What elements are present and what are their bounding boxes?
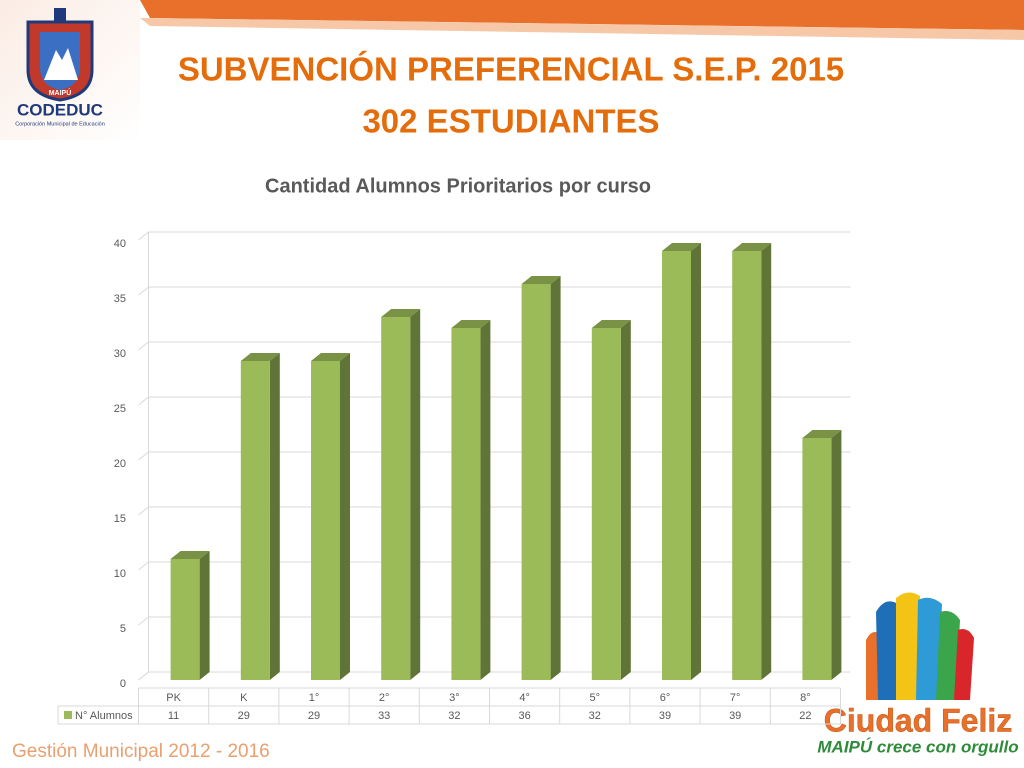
bar-top xyxy=(381,309,421,317)
table-value: 32 xyxy=(448,710,460,722)
bar xyxy=(240,361,270,680)
bar-top xyxy=(170,551,210,559)
x-tick-label: 7° xyxy=(730,692,741,704)
bar-top xyxy=(311,353,350,361)
y-tick-label: 0 xyxy=(120,678,126,690)
grid-line-side xyxy=(138,561,149,571)
table-value: 22 xyxy=(799,710,811,722)
bar-top xyxy=(240,353,280,361)
logo-subtext: Corporación Municipal de Educación xyxy=(15,121,105,127)
bar xyxy=(662,251,691,680)
bar-side xyxy=(620,320,631,680)
x-tick-label: 2° xyxy=(379,692,390,704)
grid-line-side xyxy=(138,506,149,516)
x-tick-label: 3° xyxy=(449,692,460,704)
x-tick-label: 6° xyxy=(660,692,671,704)
bar-side xyxy=(269,353,280,680)
bar xyxy=(170,559,200,680)
bar xyxy=(521,284,551,680)
bar xyxy=(802,438,832,680)
x-tick-label: 1° xyxy=(309,692,320,704)
grid-line-side xyxy=(138,286,149,296)
bar xyxy=(591,328,621,680)
chart: 0 5 10 15 20 25 30 35 40 N° Alumnos 11 29 29 33 32 36 32… xyxy=(57,231,851,725)
grid-line-side xyxy=(138,396,149,406)
bar-side xyxy=(550,276,561,680)
grid-line-side xyxy=(138,671,149,681)
table-value: 29 xyxy=(238,710,250,722)
brand-name: Ciudad Feliz xyxy=(824,702,1012,738)
bar-side xyxy=(691,243,701,680)
bar-side xyxy=(199,551,210,680)
y-tick-label: 35 xyxy=(114,293,126,305)
table-value: 39 xyxy=(659,710,671,722)
bar-side xyxy=(410,309,421,680)
bar xyxy=(311,361,340,680)
table-value: 11 xyxy=(168,710,179,722)
legend-swatch xyxy=(64,711,72,719)
y-tick-label: 40 xyxy=(114,238,126,250)
x-tick-label: PK xyxy=(166,692,181,704)
bar-side xyxy=(831,430,842,680)
chart-title: Cantidad Alumnos Prioritarios por curso xyxy=(265,175,651,197)
grid-line-side xyxy=(138,341,149,351)
grid-line-side xyxy=(138,616,149,626)
table-value: 33 xyxy=(378,710,390,722)
y-tick-label: 15 xyxy=(114,513,126,525)
top-stripe xyxy=(140,0,1024,30)
table-value: 29 xyxy=(308,710,320,722)
table-value: 39 xyxy=(729,710,741,722)
table-value: 32 xyxy=(589,710,601,722)
bar-top xyxy=(732,243,772,251)
bar xyxy=(732,251,762,680)
bar-side xyxy=(480,320,491,680)
bar-top xyxy=(451,320,491,328)
footer: Gestión Municipal 2012 - 2016 xyxy=(12,741,270,762)
x-tick-label: K xyxy=(240,692,248,704)
bar-side xyxy=(340,353,350,680)
brand-logo xyxy=(866,592,974,700)
y-tick-label: 20 xyxy=(114,458,126,470)
bar-top xyxy=(521,276,561,284)
crest-text: MAIPÚ xyxy=(49,88,72,97)
logo-text: CODEDUC xyxy=(17,100,103,119)
slide-title: SUBVENCIÓN PREFERENCIAL S.E.P. 2015 xyxy=(178,51,844,88)
table-value: 36 xyxy=(518,710,530,722)
x-tick-label: 8° xyxy=(800,692,811,704)
bar-top xyxy=(802,430,842,438)
slide-subtitle: 302 ESTUDIANTES xyxy=(362,103,659,140)
grid-line-side xyxy=(138,451,149,461)
y-tick-label: 5 xyxy=(120,623,126,635)
brand-slogan: MAIPÚ crece con orgullo xyxy=(817,737,1018,756)
x-tick-label: 4° xyxy=(519,692,530,704)
crest: MAIPÚ xyxy=(26,8,94,102)
y-tick-label: 30 xyxy=(114,348,126,360)
grid-line-side xyxy=(138,231,149,241)
y-tick-label: 10 xyxy=(114,568,126,580)
x-tick-label: 5° xyxy=(590,692,601,704)
bar xyxy=(451,328,481,680)
bar-top xyxy=(662,243,701,251)
bar-side xyxy=(761,243,772,680)
bar xyxy=(381,317,411,680)
y-tick-label: 25 xyxy=(114,403,126,415)
bar-top xyxy=(591,320,631,328)
top-stripe-light xyxy=(140,18,1024,40)
legend-label: N° Alumnos xyxy=(75,710,133,722)
